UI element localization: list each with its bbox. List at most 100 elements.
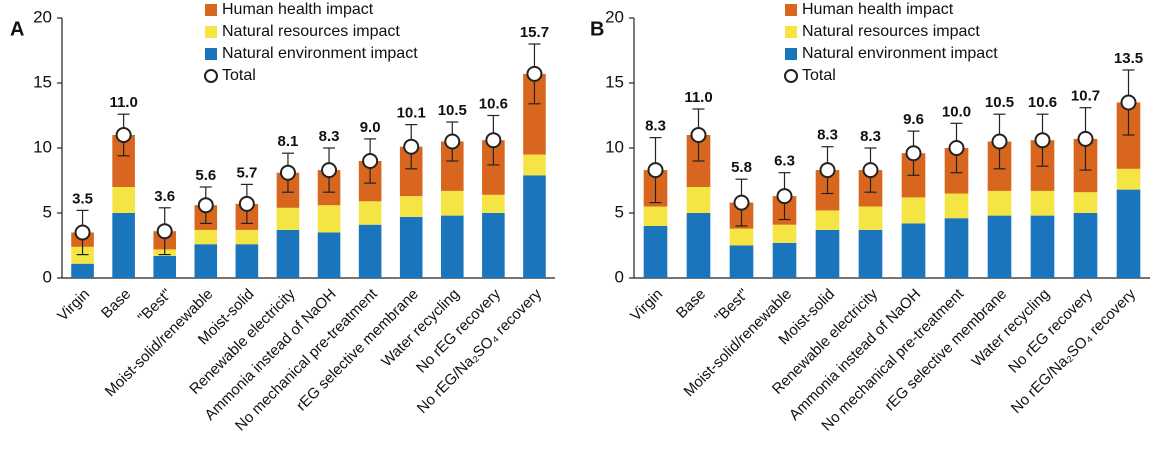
total-marker (321, 162, 338, 179)
total-marker (1034, 132, 1051, 149)
bar-segment (815, 210, 840, 230)
data-label: 9.0 (360, 119, 381, 136)
y-tick-label: 20 (33, 7, 52, 26)
data-label: 10.0 (942, 103, 971, 120)
bar-segment (482, 213, 505, 278)
total-marker (647, 162, 664, 179)
total-marker (526, 65, 543, 82)
y-tick-label: 5 (43, 202, 52, 221)
data-label: 8.3 (860, 128, 881, 145)
bar-segment (987, 190, 1012, 216)
total-marker (819, 162, 836, 179)
bar-segment (440, 190, 464, 216)
data-label: 10.5 (438, 102, 467, 119)
y-tick-label: 0 (43, 267, 52, 286)
data-label: 10.6 (1028, 94, 1057, 111)
bar-segment (1030, 190, 1055, 216)
total-marker (733, 194, 750, 211)
data-label: 5.7 (236, 164, 257, 181)
bar-segment (1030, 215, 1055, 278)
data-label: 9.6 (903, 111, 924, 128)
data-label: 15.7 (520, 24, 549, 41)
legend-swatch (205, 48, 217, 60)
bar-segment (440, 141, 464, 191)
y-tick-label: 10 (33, 137, 52, 156)
bar-segment (112, 187, 135, 213)
bar-segment (772, 242, 797, 278)
total-marker (444, 133, 461, 150)
bar-segment (523, 73, 546, 155)
legend-label: Human health impact (222, 1, 374, 18)
legend-label: Human health impact (802, 1, 954, 18)
data-label: 8.3 (645, 118, 666, 135)
bar-segment (112, 135, 135, 187)
data-label: 8.3 (319, 128, 340, 145)
bar-segment (987, 215, 1012, 278)
bar-segment (772, 224, 797, 243)
total-marker (362, 153, 379, 169)
data-label: 3.6 (154, 188, 175, 205)
bar-segment (1116, 168, 1141, 190)
legend-swatch (785, 4, 797, 16)
bar-segment (482, 140, 505, 195)
x-tick-label: Base (673, 286, 709, 322)
data-label: 6.3 (774, 153, 795, 170)
legend-label: Total (222, 67, 256, 84)
bar-segment (71, 246, 94, 264)
bar-segment (1073, 192, 1098, 213)
y-tick-label: 5 (615, 202, 624, 221)
legend-label: Total (802, 67, 836, 84)
total-marker (905, 145, 922, 162)
bar-segment (276, 207, 300, 230)
legend-marker (204, 69, 218, 83)
bar-segment (482, 194, 505, 213)
bar-segment (112, 213, 135, 278)
x-tick-label: Base (98, 286, 134, 322)
bar-segment (944, 193, 969, 219)
total-marker (403, 138, 420, 155)
y-tick-label: 15 (33, 72, 52, 91)
bar-segment (858, 229, 883, 278)
data-label: 11.0 (109, 94, 137, 111)
bar-segment (686, 213, 711, 278)
bar-segment (440, 215, 464, 278)
data-label: 8.1 (278, 133, 299, 150)
data-label: 8.3 (817, 127, 838, 144)
data-label: 5.6 (195, 167, 216, 184)
y-tick-label: 20 (605, 7, 624, 26)
bar-segment (1116, 102, 1141, 169)
bar-segment (901, 223, 926, 278)
bar-segment (358, 224, 382, 278)
x-tick-label: "Best" (711, 286, 752, 327)
legend-label: Natural resources impact (222, 23, 400, 40)
total-marker (485, 132, 502, 149)
x-tick-label: Virgin (54, 286, 93, 325)
y-tick-label: 15 (605, 72, 624, 91)
bar-segment (399, 146, 423, 197)
total-marker (279, 164, 296, 181)
bar-segment (276, 229, 300, 278)
bar-segment (71, 263, 94, 278)
legend-marker (784, 69, 798, 83)
total-marker (156, 223, 173, 240)
legend-swatch (785, 48, 797, 60)
total-marker (862, 162, 879, 179)
bar-segment (1116, 189, 1141, 278)
legend-swatch (205, 4, 217, 16)
bar-segment (194, 244, 218, 278)
total-marker (690, 127, 707, 143)
x-tick-label: Virgin (627, 286, 666, 325)
y-tick-label: 10 (605, 137, 624, 156)
data-label: 11.0 (684, 89, 712, 106)
data-label: 5.8 (731, 159, 752, 176)
legend-swatch (205, 26, 217, 38)
data-label: 10.6 (479, 95, 508, 112)
bar-segment (944, 218, 969, 278)
bar-segment (317, 232, 341, 278)
bar-segment (729, 245, 754, 278)
total-marker (948, 140, 965, 156)
data-label: 10.1 (397, 105, 426, 122)
total-marker (776, 188, 793, 205)
total-marker (74, 224, 91, 241)
bar-segment (643, 206, 668, 226)
